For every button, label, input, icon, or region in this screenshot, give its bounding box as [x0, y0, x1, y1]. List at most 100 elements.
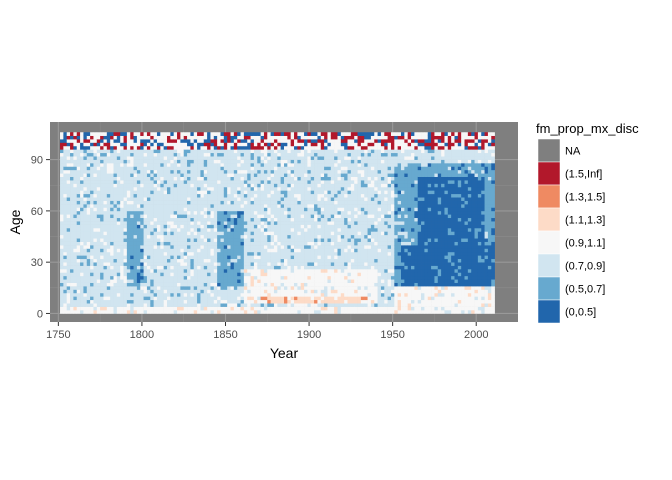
heatmap-cell: [203, 310, 208, 314]
heatmap-cell: [133, 296, 138, 301]
heatmap-cell: [350, 169, 355, 174]
heatmap-cell: [76, 204, 81, 208]
heatmap-cell: [350, 231, 355, 236]
heatmap-cell: [354, 169, 358, 174]
heatmap-cell: [253, 152, 258, 157]
heatmap-cell: [103, 262, 108, 266]
heatmap-cell: [327, 180, 332, 184]
heatmap-cell: [227, 142, 231, 147]
heatmap-cell: [113, 139, 118, 143]
heatmap-cell: [344, 190, 348, 195]
heatmap-cell: [207, 159, 211, 164]
heatmap-cell: [350, 190, 355, 195]
heatmap-cell: [93, 245, 98, 249]
heatmap-cell: [150, 180, 154, 184]
heatmap-cell: [247, 159, 251, 164]
heatmap-cell: [143, 163, 148, 167]
heatmap-cell: [210, 180, 215, 184]
heatmap-cell: [294, 279, 298, 283]
heatmap-cell: [320, 200, 325, 205]
heatmap-cell: [227, 227, 231, 232]
heatmap-cell: [217, 197, 221, 201]
heatmap-cell: [190, 262, 195, 266]
heatmap-cell: [240, 180, 245, 184]
heatmap-cell: [133, 241, 138, 246]
heatmap-cell: [93, 139, 98, 143]
heatmap-cell: [110, 299, 114, 304]
heatmap-cell: [344, 166, 348, 171]
heatmap-cell: [116, 190, 121, 195]
heatmap-cell: [70, 180, 74, 184]
heatmap-cell: [290, 255, 295, 260]
heatmap-cell: [327, 207, 332, 212]
heatmap-cell: [156, 176, 161, 181]
heatmap-cell: [163, 159, 168, 164]
heatmap-cell: [240, 166, 245, 171]
heatmap-cell: [344, 183, 348, 188]
heatmap-cell: [294, 255, 298, 260]
heatmap-cell: [210, 251, 215, 256]
heatmap-cell: [287, 224, 291, 229]
heatmap-cell: [260, 169, 265, 174]
heatmap-cell: [96, 262, 101, 266]
heatmap-cell: [86, 258, 91, 263]
heatmap-cell: [110, 272, 114, 277]
heatmap-cell: [150, 169, 154, 174]
heatmap-cell: [180, 132, 185, 136]
heatmap-cell: [300, 142, 305, 147]
heatmap-cell: [106, 135, 111, 140]
heatmap-cell: [364, 169, 368, 174]
heatmap-cell: [337, 149, 342, 154]
heatmap-cell: [344, 176, 348, 181]
heatmap-cell: [80, 135, 84, 140]
heatmap-cell: [337, 207, 342, 212]
heatmap-cell: [233, 200, 238, 205]
heatmap-cell: [76, 258, 81, 263]
heatmap-cell: [327, 227, 332, 232]
heatmap-cell: [357, 159, 362, 164]
heatmap-cell: [364, 139, 368, 143]
heatmap-cell: [277, 255, 281, 260]
heatmap-cell: [200, 214, 205, 219]
heatmap-cell: [197, 142, 201, 147]
heatmap-cell: [170, 217, 174, 222]
heatmap-cell: [190, 139, 195, 143]
heatmap-cell: [350, 180, 355, 184]
heatmap-cell: [146, 204, 151, 208]
heatmap-cell: [364, 279, 368, 283]
heatmap-cell: [294, 173, 298, 178]
heatmap-cell: [360, 152, 365, 157]
heatmap-cell: [177, 204, 181, 208]
heatmap-cell: [217, 221, 221, 225]
heatmap-cell: [297, 210, 302, 215]
heatmap-cell: [163, 262, 168, 266]
heatmap-cell: [66, 255, 71, 260]
heatmap-cell: [304, 262, 308, 266]
heatmap-cell: [267, 214, 271, 219]
heatmap-cell: [183, 275, 188, 280]
heatmap-cell: [167, 207, 171, 212]
heatmap-cell: [96, 200, 101, 205]
heatmap-cell: [60, 166, 64, 171]
heatmap-cell: [160, 258, 164, 263]
heatmap-cell: [156, 231, 161, 236]
heatmap-cell: [123, 132, 128, 136]
heatmap-cell: [304, 197, 308, 201]
heatmap-cell: [253, 299, 258, 304]
heatmap-cell: [233, 190, 238, 195]
heatmap-cell: [193, 248, 198, 253]
heatmap-cell: [294, 204, 298, 208]
heatmap-cell: [93, 299, 98, 304]
heatmap-cell: [93, 303, 98, 307]
heatmap-cell: [110, 248, 114, 253]
heatmap-cell: [324, 299, 328, 304]
heatmap-cell: [220, 289, 225, 294]
heatmap-cell: [320, 197, 325, 201]
heatmap-cell: [160, 234, 164, 239]
heatmap-cell: [223, 217, 228, 222]
heatmap-cell: [143, 299, 148, 304]
heatmap-cell: [83, 193, 88, 198]
heatmap-cell: [73, 173, 78, 178]
heatmap-cell: [263, 135, 268, 140]
heatmap-cell: [364, 176, 368, 181]
